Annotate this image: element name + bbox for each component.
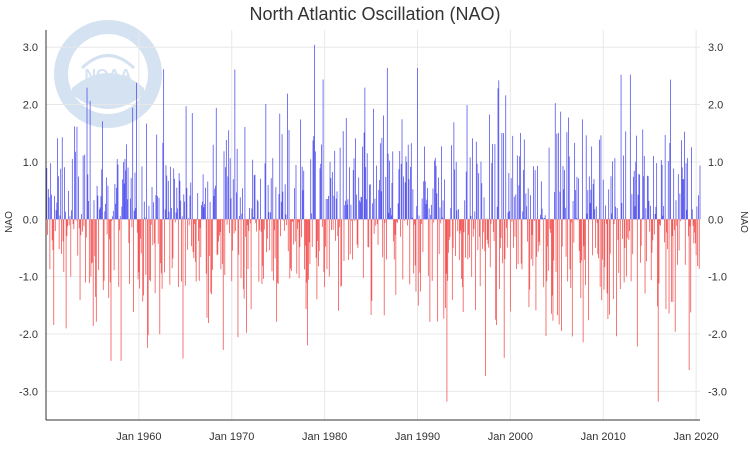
x-tick-label: Jan 2000 — [488, 431, 533, 443]
y-tick-label-right: 2.0 — [708, 100, 723, 112]
y-tick-label-left: 2.0 — [23, 100, 38, 112]
y-axis-title-left: NAO — [4, 211, 15, 233]
y-tick-label-left: 1.0 — [23, 157, 38, 169]
y-tick-label-left: -2.0 — [19, 329, 38, 341]
nao-bars — [45, 44, 701, 402]
x-tick-label: Jan 2020 — [673, 431, 718, 443]
y-tick-label-right: 0.0 — [708, 214, 723, 226]
axes: 3.0 3.0 2.0 2.0 1.0 1.0 0.0 0.0 -1.0 -1.0 -2.0 -2.0… — [19, 30, 727, 443]
x-tick-label: Jan 1990 — [395, 431, 440, 443]
x-tick-label: Jan 1980 — [302, 431, 347, 443]
y-tick-label-right: -1.0 — [708, 272, 727, 284]
y-tick-label-right: -3.0 — [708, 386, 727, 398]
chart-title: North Atlantic Oscillation (NAO) — [249, 4, 501, 24]
x-tick-label: Jan 1960 — [116, 431, 161, 443]
y-axis-title-right: NAO — [738, 211, 749, 233]
y-tick-label-right: -2.0 — [708, 329, 727, 341]
logo-text: NOAA — [84, 67, 132, 84]
y-tick-label-left: -1.0 — [19, 272, 38, 284]
y-tick-label-left: -3.0 — [19, 386, 38, 398]
x-tick-label: Jan 2010 — [581, 431, 626, 443]
x-tick-label: Jan 1970 — [209, 431, 254, 443]
y-tick-label-right: 3.0 — [708, 42, 723, 54]
y-tick-label-right: 1.0 — [708, 157, 723, 169]
y-tick-label-left: 3.0 — [23, 42, 38, 54]
y-tick-label-left: 0.0 — [23, 214, 38, 226]
